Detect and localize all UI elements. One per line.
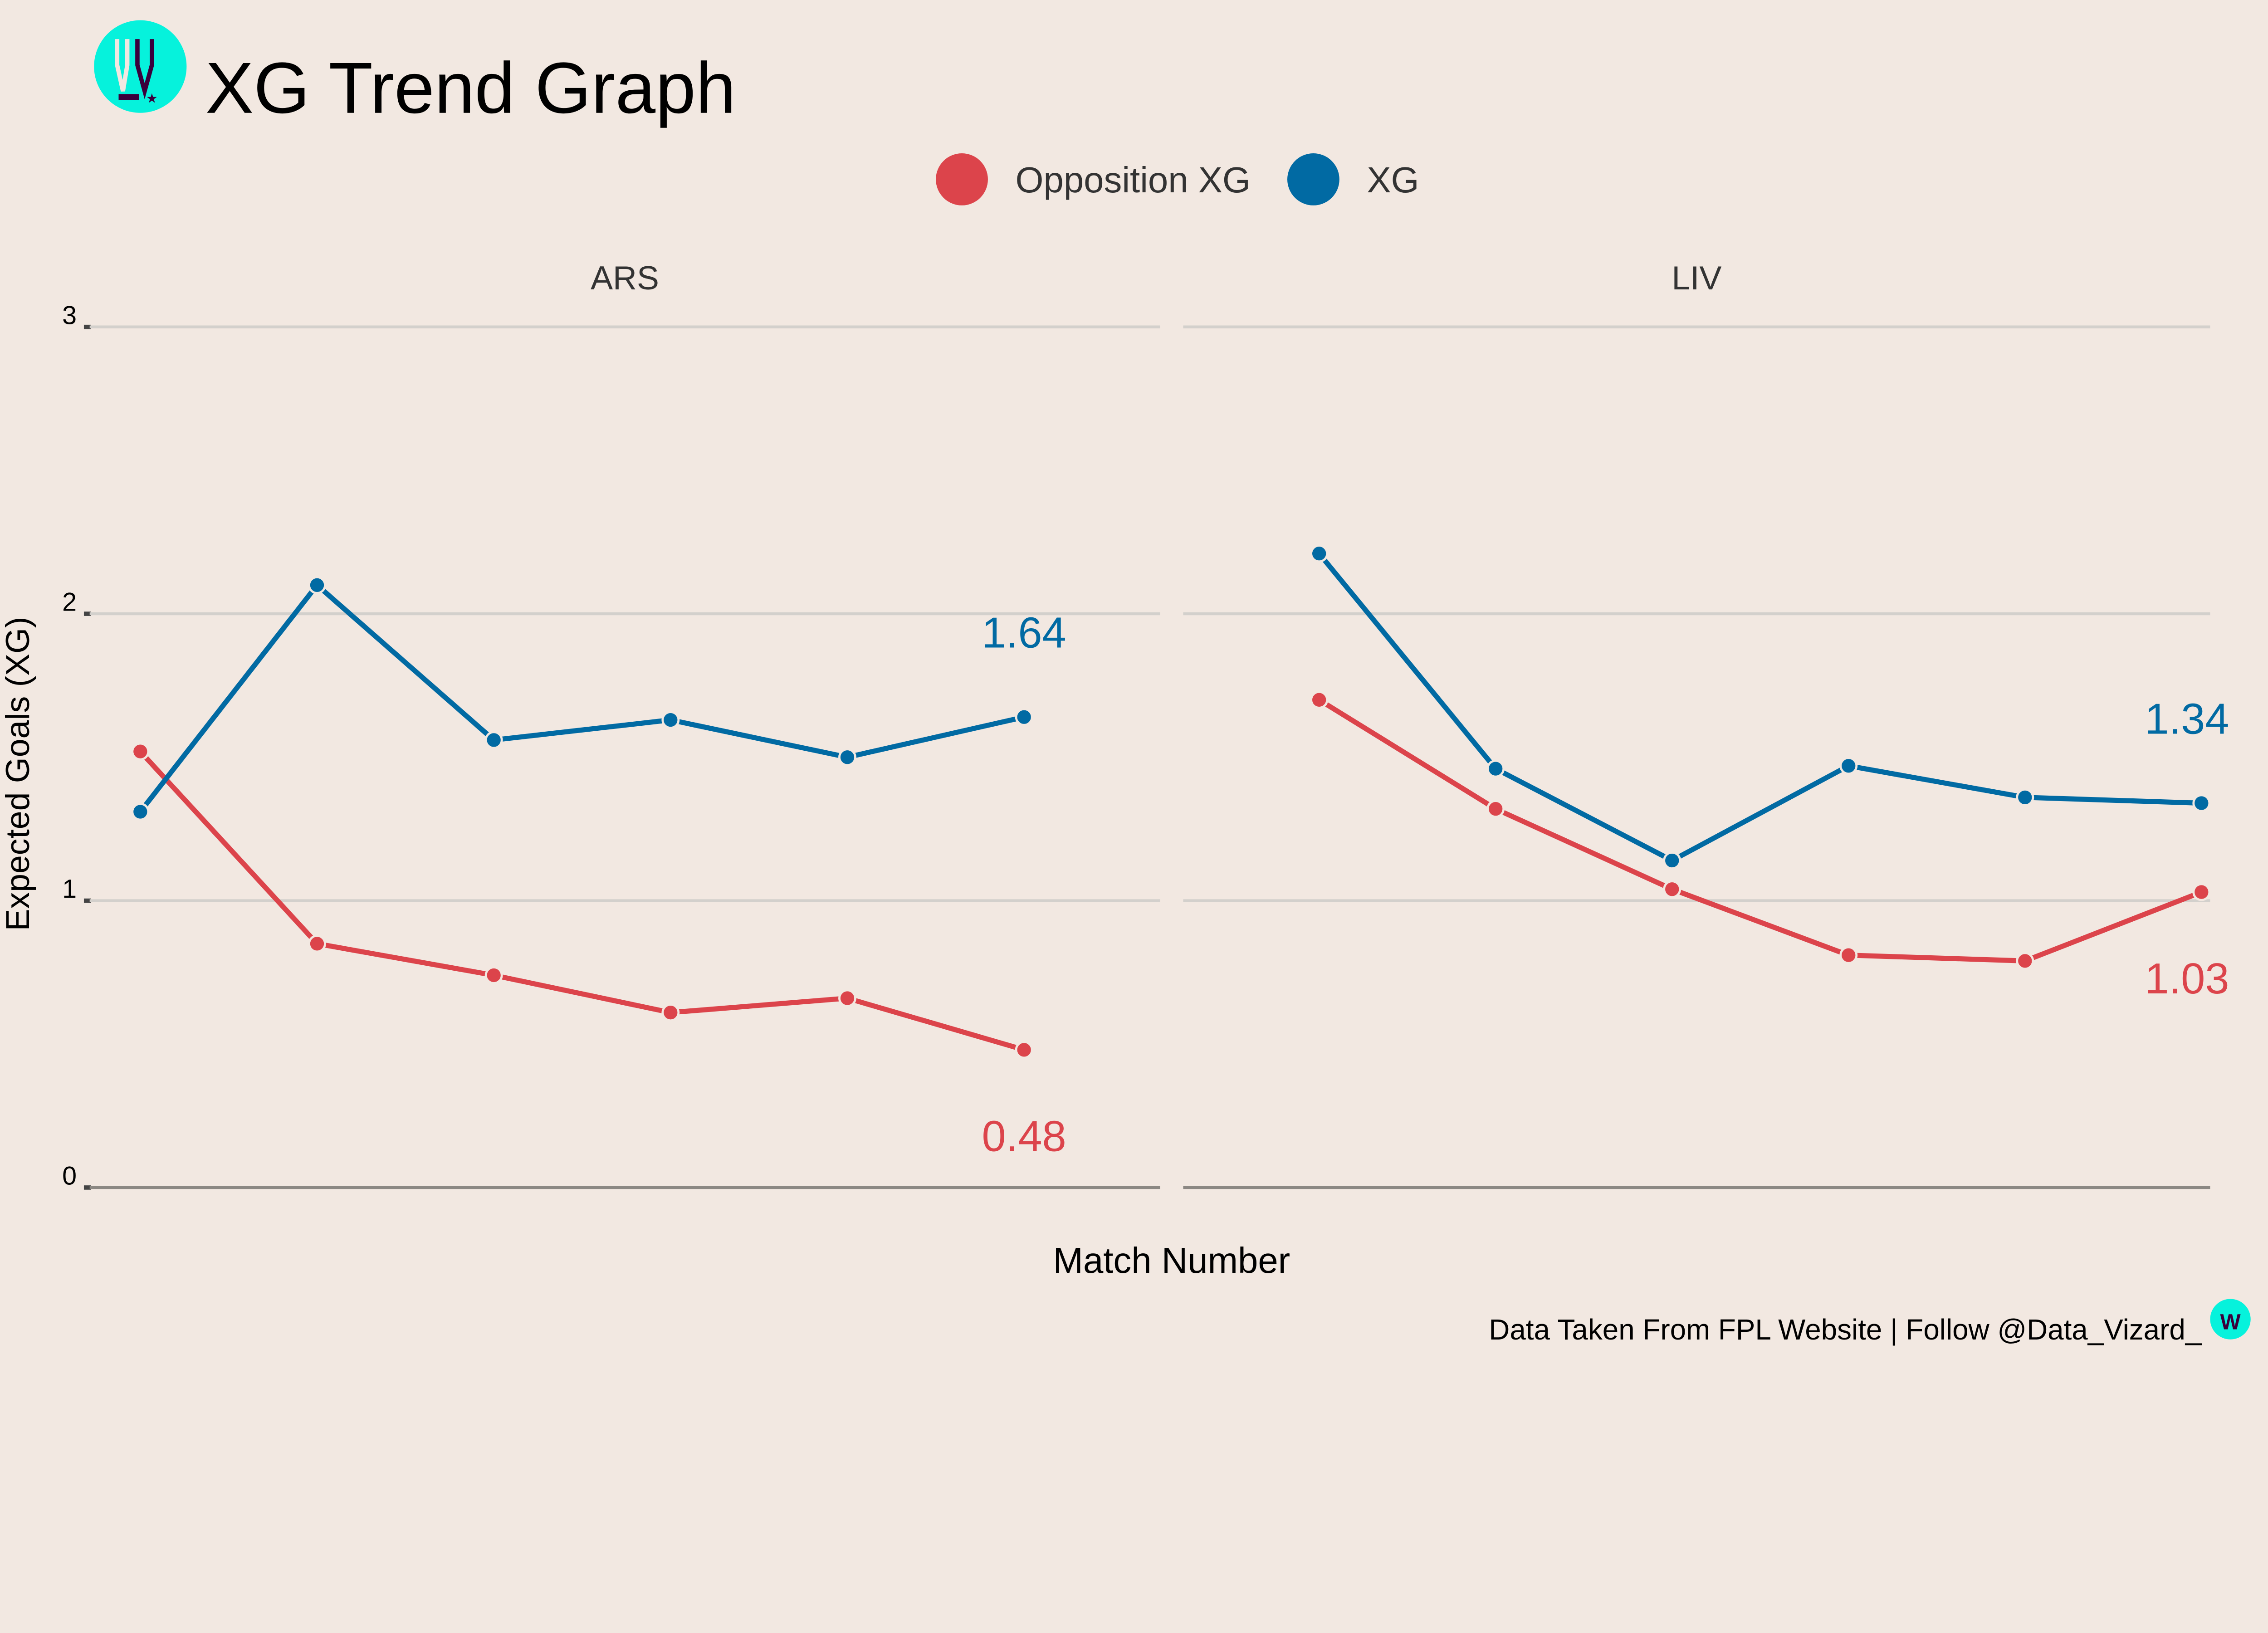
end-value-label: 1.64: [982, 609, 1066, 657]
data-point: [1839, 946, 1858, 964]
data-point: [1015, 1041, 1033, 1059]
data-point: [1839, 757, 1858, 775]
background: [0, 0, 2268, 1361]
logo-underscore: [118, 94, 139, 100]
y-tick-mark: [83, 611, 91, 616]
logo-circle: [94, 20, 187, 113]
data-point: [2192, 883, 2211, 901]
data-point: [1310, 690, 1329, 709]
data-point: [131, 802, 150, 821]
y-tick-label: 1: [62, 875, 77, 904]
legend-label-opposition: Opposition XG: [1016, 160, 1251, 200]
logo-star-icon: ★: [146, 91, 158, 106]
data-point: [484, 731, 503, 749]
data-point: [308, 576, 326, 594]
y-tick-label: 2: [62, 588, 77, 617]
panel-title: LIV: [1672, 259, 1721, 297]
data-point: [661, 711, 680, 729]
y-axis: 0 1 2 3: [62, 301, 91, 1191]
end-value-label: 1.03: [2145, 954, 2229, 1003]
data-point: [838, 989, 856, 1007]
data-point: [838, 748, 856, 767]
series-line: [138, 582, 1025, 813]
series-opposition-xg: 1.03: [1310, 690, 2229, 1003]
panel-ars: ARS 0.48 1.64: [89, 259, 1160, 1189]
data-point: [1663, 880, 1681, 899]
data-point: [308, 934, 326, 953]
panel-liv: LIV 1.03 1.34: [1183, 259, 2229, 1189]
series-line: [138, 749, 1025, 1052]
panel-title: ARS: [591, 259, 659, 297]
legend-swatch-opposition: [936, 153, 988, 205]
data-point: [1015, 708, 1033, 726]
legend-label-xg: XG: [1367, 160, 1419, 200]
y-tick-label: 3: [62, 301, 77, 330]
footer-logo-mark: W: [2220, 1310, 2241, 1334]
logo-w-right: [135, 39, 154, 99]
legend-swatch-xg: [1287, 153, 1339, 205]
data-point: [131, 742, 150, 761]
series-opposition-xg: 0.48: [131, 742, 1066, 1161]
footer-caption: Data Taken From FPL Website | Follow @Da…: [1489, 1313, 2202, 1346]
y-tick-label: 0: [62, 1162, 77, 1191]
data-point: [2192, 794, 2211, 812]
series-xg: 1.34: [1310, 544, 2229, 870]
data-point: [1486, 759, 1505, 778]
series-line: [1318, 698, 2203, 963]
footer-logo-circle: [2210, 1299, 2251, 1340]
series-xg: 1.64: [131, 576, 1066, 821]
y-tick-mark: [83, 898, 91, 903]
end-value-label: 1.34: [2145, 694, 2229, 743]
data-point: [2016, 952, 2034, 970]
legend: Opposition XG XG: [936, 153, 1419, 205]
xg-trend-chart: ★ XG Trend Graph Opposition XG XG Expect…: [0, 0, 2268, 1361]
data-point: [1663, 851, 1681, 870]
y-tick-mark: [83, 1185, 91, 1190]
data-point: [1486, 800, 1505, 818]
y-tick-mark: [83, 324, 91, 329]
series-line: [1317, 552, 2202, 863]
footer-logo: W: [2210, 1299, 2251, 1340]
logo-w-left: [115, 39, 130, 92]
header-logo: ★: [94, 20, 187, 113]
end-value-label: 0.48: [982, 1112, 1066, 1161]
x-axis-title: Match Number: [1053, 1240, 1290, 1281]
page-title: XG Trend Graph: [205, 48, 736, 128]
data-point: [2016, 788, 2034, 807]
data-point: [661, 1003, 680, 1022]
data-point: [484, 966, 503, 984]
data-point: [1310, 544, 1329, 563]
y-axis-title: Expected Goals (XG): [0, 617, 36, 931]
panels: ARS 0.48 1.64 LIV 1.03 1.34: [89, 259, 2229, 1189]
